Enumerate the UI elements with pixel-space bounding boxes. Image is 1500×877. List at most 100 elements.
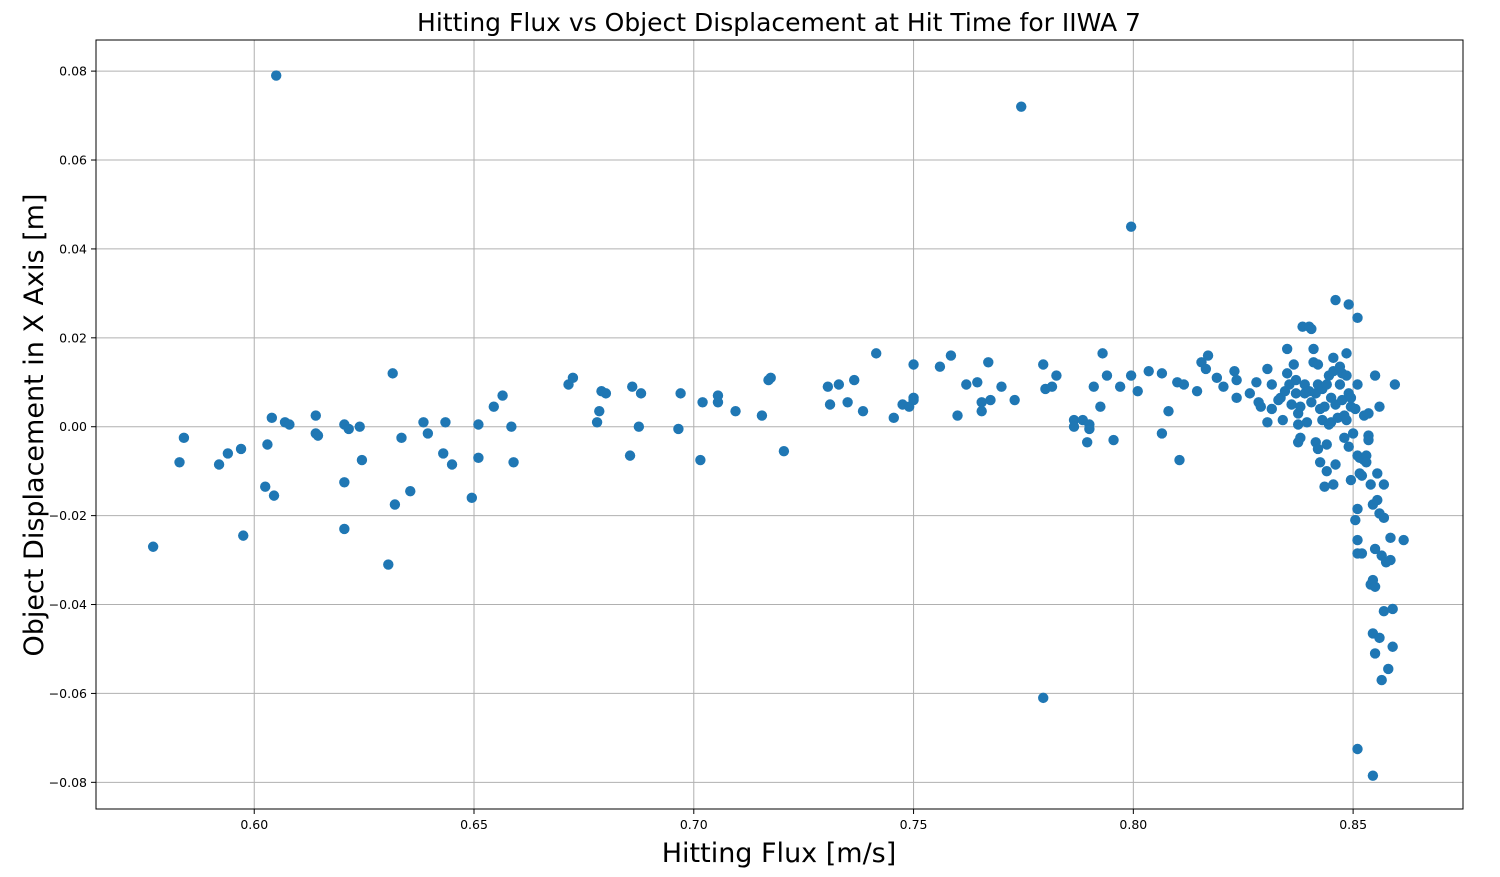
data-point xyxy=(508,457,519,468)
data-point xyxy=(1295,401,1306,412)
data-point xyxy=(567,372,579,384)
data-point xyxy=(1211,372,1223,384)
data-point xyxy=(387,368,398,379)
data-point xyxy=(260,481,271,492)
data-point xyxy=(1330,294,1341,306)
data-point xyxy=(871,348,882,359)
data-point xyxy=(1051,370,1062,381)
data-point xyxy=(1174,454,1185,466)
x-tick-label: 0.80 xyxy=(1119,817,1147,832)
data-point xyxy=(1290,374,1302,386)
data-point xyxy=(976,405,987,417)
data-point xyxy=(1321,439,1332,450)
data-point xyxy=(1385,554,1396,566)
data-point xyxy=(1365,479,1376,490)
data-point xyxy=(842,397,853,408)
data-point xyxy=(1312,443,1324,455)
data-point xyxy=(633,421,645,432)
data-point xyxy=(849,374,860,386)
data-point xyxy=(1345,392,1357,404)
data-point xyxy=(822,381,834,392)
data-point xyxy=(312,430,324,441)
data-point xyxy=(624,450,636,461)
data-point xyxy=(1341,348,1352,359)
data-point xyxy=(600,388,612,399)
data-point xyxy=(1387,603,1398,615)
data-point xyxy=(268,490,280,501)
data-point xyxy=(1356,470,1368,481)
data-point xyxy=(1352,743,1363,755)
data-point xyxy=(1038,692,1049,704)
data-point xyxy=(1376,674,1387,686)
data-point xyxy=(1292,419,1304,430)
grid-lines xyxy=(96,40,1463,809)
data-point xyxy=(1231,374,1242,386)
x-tick-label: 0.70 xyxy=(680,817,708,832)
data-point xyxy=(1132,385,1143,397)
data-point xyxy=(1084,423,1095,435)
data-point xyxy=(1389,379,1401,390)
data-point xyxy=(147,541,159,552)
y-axis-label: Object Displacement in X Axis [m] xyxy=(19,194,50,657)
data-point xyxy=(271,70,282,81)
data-point xyxy=(1372,468,1383,479)
data-point xyxy=(1231,392,1242,404)
data-point xyxy=(1202,350,1214,361)
data-point xyxy=(266,412,278,424)
data-point xyxy=(695,454,706,466)
data-point xyxy=(833,379,845,390)
data-point xyxy=(1081,437,1093,448)
data-point xyxy=(1295,432,1306,444)
y-tick-label: −0.04 xyxy=(49,597,87,612)
data-point xyxy=(422,428,434,439)
data-point xyxy=(594,405,605,417)
data-point xyxy=(1356,548,1368,559)
data-point xyxy=(1363,434,1374,446)
data-point xyxy=(1114,381,1126,392)
data-point xyxy=(354,421,365,432)
data-point xyxy=(1288,359,1299,370)
data-point xyxy=(1374,632,1385,644)
data-point xyxy=(1308,343,1319,355)
data-point xyxy=(497,390,508,401)
data-point xyxy=(1350,403,1361,415)
data-point xyxy=(1328,352,1339,364)
data-point xyxy=(1385,532,1396,544)
data-point xyxy=(284,419,295,430)
data-point xyxy=(857,405,869,417)
data-point xyxy=(1383,663,1394,675)
y-tick-label: 0.06 xyxy=(59,153,87,168)
data-point xyxy=(1341,370,1352,381)
y-tick-label: 0.08 xyxy=(59,64,87,79)
x-axis-label: Hitting Flux [m/s] xyxy=(662,838,897,869)
data-point xyxy=(1341,414,1352,426)
data-point xyxy=(389,499,401,510)
data-point xyxy=(1352,379,1363,390)
data-point xyxy=(1334,379,1346,390)
x-tick-label: 0.65 xyxy=(460,817,488,832)
data-point xyxy=(1378,512,1390,524)
y-tick-label: −0.08 xyxy=(49,775,87,790)
data-point xyxy=(952,410,963,421)
data-point xyxy=(1097,348,1108,359)
data-point xyxy=(1398,534,1409,546)
data-point xyxy=(1369,543,1381,555)
data-point xyxy=(174,457,185,468)
data-point xyxy=(1178,379,1190,390)
data-point xyxy=(213,459,225,470)
data-point xyxy=(824,399,836,410)
data-point xyxy=(235,443,247,455)
y-tick-label: 0.02 xyxy=(59,330,87,345)
data-point xyxy=(1281,343,1293,355)
data-point xyxy=(1262,417,1273,428)
data-point xyxy=(1156,368,1168,379)
data-point xyxy=(1321,379,1332,390)
data-point xyxy=(1125,221,1137,232)
data-point xyxy=(473,452,484,464)
data-point xyxy=(1306,323,1317,335)
data-point xyxy=(1347,428,1359,439)
data-point xyxy=(1088,381,1099,392)
data-point xyxy=(1125,370,1137,381)
data-point xyxy=(1163,405,1174,417)
